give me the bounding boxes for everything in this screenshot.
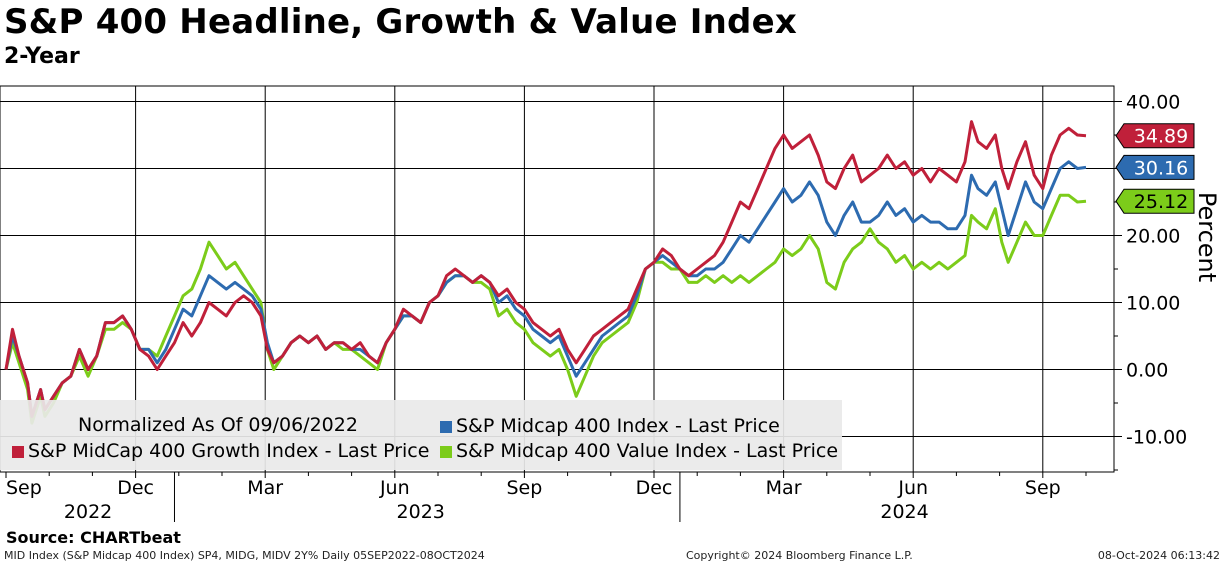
x-tick-label: Mar (247, 477, 283, 499)
last-value-label: 34.89 (1134, 126, 1188, 148)
chart-subtitle: 2-Year (4, 44, 80, 69)
legend-label: S&P MidCap 400 Growth Index - Last Price (28, 440, 429, 462)
y-tick-label: -10.00 (1126, 427, 1187, 449)
footer-copyright: Copyright© 2024 Bloomberg Finance L.P. (686, 549, 913, 562)
year-label: 2022 (64, 501, 112, 523)
x-tick-label: Sep (6, 477, 42, 499)
legend-swatch (440, 421, 452, 433)
x-tick-label: Mar (766, 477, 802, 499)
line-chart: 40.0030.0020.0010.000.00-10.00PercentSep… (0, 85, 1221, 523)
chart-title: S&P 400 Headline, Growth & Value Index (4, 2, 797, 42)
plot-frame (0, 85, 1115, 473)
x-tick-label: Jun (379, 477, 410, 499)
x-tick-label: Dec (636, 477, 673, 499)
legend-label: S&P Midcap 400 Index - Last Price (456, 415, 780, 437)
y-tick-label: 40.00 (1126, 92, 1180, 114)
footer-ticker-info: MID Index (S&P Midcap 400 Index) SP4, MI… (4, 549, 485, 562)
year-label: 2023 (397, 501, 445, 523)
x-tick-label: Jun (897, 477, 928, 499)
last-value-badge (1115, 123, 1195, 149)
axes: 40.0030.0020.0010.000.00-10.00PercentSep… (5, 92, 1221, 523)
year-label: 2024 (880, 501, 928, 523)
legend: Normalized As Of 09/06/2022 S&P Midcap 40… (0, 400, 842, 470)
grid-lines (0, 85, 1115, 473)
y-axis-label: Percent (1193, 192, 1221, 282)
y-tick-label: 20.00 (1126, 226, 1180, 248)
legend-swatch (440, 446, 452, 458)
x-tick-label: Sep (1025, 477, 1061, 499)
footer-timestamp: 08-Oct-2024 06:13:42 (1097, 549, 1220, 562)
series-lines (4, 120, 1087, 425)
y-tick-label: 10.00 (1126, 293, 1180, 315)
series-line (4, 120, 1087, 418)
source-label: Source: CHARTbeat (6, 528, 181, 547)
series-line (4, 160, 1087, 418)
last-value-label: 25.12 (1134, 191, 1188, 213)
x-tick-label: Sep (506, 477, 542, 499)
x-tick-label: Dec (117, 477, 154, 499)
legend-box (0, 400, 842, 470)
last-value-label: 30.16 (1134, 157, 1188, 179)
legend-title: Normalized As Of 09/06/2022 (78, 414, 358, 436)
last-value-badge (1115, 154, 1195, 180)
legend-label: S&P Midcap 400 Value Index - Last Price (456, 440, 838, 462)
y-tick-label: 0.00 (1126, 360, 1168, 382)
last-value-badges: 34.89 30.16 25.12 (1115, 123, 1195, 214)
legend-swatch (12, 446, 24, 458)
last-value-badge (1115, 188, 1195, 214)
series-line (4, 193, 1087, 425)
